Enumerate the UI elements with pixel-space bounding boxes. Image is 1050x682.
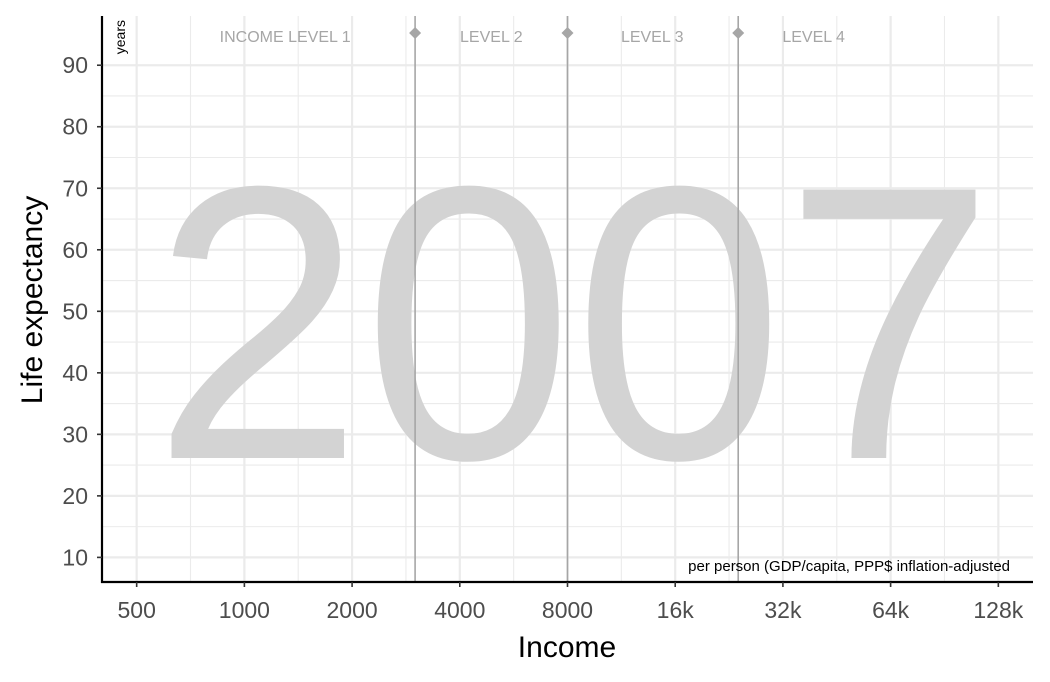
y-axis-title: Life expectancy	[16, 196, 49, 404]
income-threshold-marker	[732, 27, 745, 39]
income-level-label: LEVEL 3	[621, 29, 684, 46]
x-tick-label: 2000	[327, 597, 378, 623]
y-tick-label: 80	[62, 114, 88, 140]
x-tick-label: 16k	[657, 597, 695, 623]
income-level-label: LEVEL 2	[460, 29, 523, 46]
y-tick-label: 70	[62, 175, 88, 201]
income-level-label: INCOME LEVEL 1	[220, 29, 351, 46]
x-axis-title: Income	[518, 631, 616, 664]
y-tick-label: 50	[62, 298, 88, 324]
income-thresholds	[409, 16, 745, 582]
y-tick-label: 10	[62, 544, 88, 570]
year-watermark: 2007	[153, 105, 995, 541]
y-tick-label: 60	[62, 237, 88, 263]
x-unit-note: per person (GDP/capita, PPP$ inflation-a…	[688, 558, 1010, 575]
y-tick-label: 30	[62, 421, 88, 447]
x-tick-label: 128k	[973, 597, 1023, 623]
y-tick-label: 20	[62, 483, 88, 509]
x-tick-label: 4000	[434, 597, 485, 623]
x-tick-label: 32k	[764, 597, 802, 623]
x-tick-label: 1000	[219, 597, 270, 623]
x-tick-label: 64k	[872, 597, 910, 623]
x-tick-labels: 500 1000 2000 4000 8000 16k 32k 64k 128k	[117, 582, 1024, 623]
income-threshold-marker	[409, 27, 422, 39]
y-tick-label: 40	[62, 360, 88, 386]
income-level-labels: INCOME LEVEL 1 LEVEL 2 LEVEL 3 LEVEL 4	[220, 29, 845, 46]
x-tick-label: 8000	[542, 597, 593, 623]
y-unit-note: years	[112, 20, 128, 54]
x-tick-label: 500	[117, 597, 155, 623]
y-tick-label: 90	[62, 52, 88, 78]
income-threshold-marker	[561, 27, 574, 39]
income-level-label: LEVEL 4	[782, 29, 845, 46]
y-tick-labels: 10 20 30 40 50 60 70 80 90	[62, 52, 102, 570]
